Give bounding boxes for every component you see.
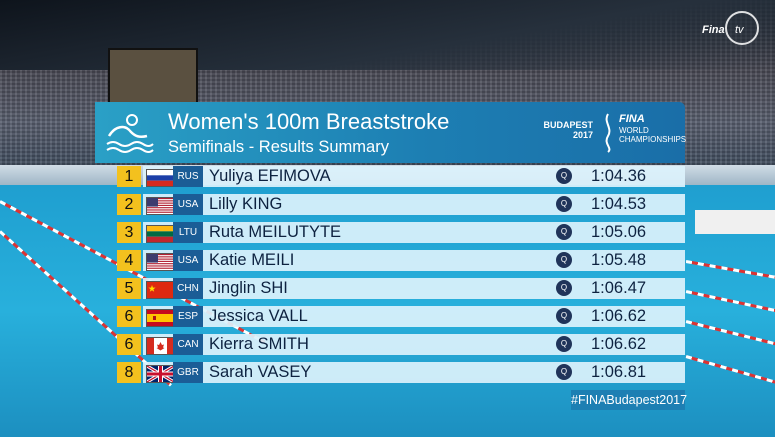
rank-badge: 6	[117, 334, 141, 355]
qualified-badge: Q	[556, 308, 572, 324]
result-time: 1:06.62	[591, 307, 647, 325]
city-line1: BUDAPEST	[543, 120, 593, 130]
result-bar	[143, 334, 685, 355]
country-code: USA	[173, 194, 203, 215]
result-bar	[143, 222, 685, 243]
result-time: 1:06.62	[591, 335, 647, 353]
budapest-logo-text: BUDAPEST 2017	[525, 120, 593, 140]
country-code: RUS	[173, 166, 203, 187]
result-bar	[143, 278, 685, 299]
svg-text:tv: tv	[735, 24, 745, 36]
result-time: 1:04.53	[591, 195, 647, 213]
country-flag-icon	[146, 309, 175, 327]
athlete-name: Lilly KING	[209, 195, 283, 213]
breaststroke-swimmer-icon	[106, 114, 154, 153]
fina-tv-logo: Fina tv	[702, 11, 759, 45]
event-title: Women's 100m Breaststroke	[168, 109, 450, 134]
athlete-name: Yuliya EFIMOVA	[209, 167, 331, 185]
svg-text:Fina: Fina	[702, 24, 725, 36]
fina-brand: FINA	[619, 113, 645, 125]
result-row: 2 USA Lilly KING Q 1:04.53	[95, 194, 685, 215]
result-bar	[143, 194, 685, 215]
hashtag-badge: #FINABudapest2017	[571, 390, 687, 410]
qualified-badge: Q	[556, 336, 572, 352]
country-flag-icon	[146, 197, 175, 215]
result-row: 5 CHN Jinglin SHI Q 1:06.47	[95, 278, 685, 299]
results-header: Women's 100m Breaststroke Semifinals - R…	[95, 102, 686, 163]
qualified-badge: Q	[556, 196, 572, 212]
rank-badge: 6	[117, 306, 141, 327]
rank-badge: 4	[117, 250, 141, 271]
result-bar	[143, 306, 685, 327]
result-time: 1:04.36	[591, 167, 647, 185]
result-row: 3 LTU Ruta MEILUTYTE Q 1:05.06	[95, 222, 685, 243]
rank-badge: 1	[117, 166, 141, 187]
athlete-name: Jessica VALL	[209, 307, 308, 325]
result-row: 8 GBR Sarah VASEY Q 1:06.81	[95, 362, 685, 383]
country-flag-icon	[146, 337, 175, 355]
country-flag-icon	[146, 365, 175, 383]
result-bar	[143, 362, 685, 383]
athlete-name: Sarah VASEY	[209, 363, 312, 381]
fina-emblem-icon	[605, 113, 611, 153]
video-screen	[108, 48, 198, 108]
result-time: 1:05.48	[591, 251, 647, 269]
qualified-badge: Q	[556, 364, 572, 380]
qualified-badge: Q	[556, 168, 572, 184]
sponsor-board	[695, 210, 775, 234]
result-bar	[143, 250, 685, 271]
country-flag-icon	[146, 225, 175, 243]
result-row: 4 USA Katie MEILI Q 1:05.48	[95, 250, 685, 271]
qualified-badge: Q	[556, 252, 572, 268]
result-row: 6 CAN Kierra SMITH Q 1:06.62	[95, 334, 685, 355]
rank-badge: 2	[117, 194, 141, 215]
country-code: CAN	[173, 334, 203, 355]
result-time: 1:06.47	[591, 279, 647, 297]
country-code: LTU	[173, 222, 203, 243]
qualified-badge: Q	[556, 224, 572, 240]
world-championships-text: WORLD CHAMPIONSHIPS	[619, 124, 686, 144]
rank-badge: 5	[117, 278, 141, 299]
result-time: 1:06.81	[591, 363, 647, 381]
athlete-name: Katie MEILI	[209, 251, 295, 269]
athlete-name: Ruta MEILUTYTE	[209, 223, 342, 241]
rank-badge: 8	[117, 362, 141, 383]
country-flag-icon	[146, 169, 175, 187]
city-line2: 2017	[572, 130, 593, 140]
world-line2: CHAMPIONSHIPS	[619, 135, 687, 144]
result-bar	[143, 166, 685, 187]
event-subtitle: Semifinals - Results Summary	[168, 138, 389, 156]
result-row: 6 ESP Jessica VALL Q 1:06.62	[95, 306, 685, 327]
rank-badge: 3	[117, 222, 141, 243]
country-flag-icon	[146, 253, 175, 271]
country-flag-icon	[146, 281, 175, 299]
athlete-name: Kierra SMITH	[209, 335, 309, 353]
country-code: GBR	[173, 362, 203, 383]
athlete-name: Jinglin SHI	[209, 279, 288, 297]
country-code: ESP	[173, 306, 203, 327]
result-time: 1:05.06	[591, 223, 647, 241]
result-row: 1 RUS Yuliya EFIMOVA Q 1:04.36	[95, 166, 685, 187]
qualified-badge: Q	[556, 280, 572, 296]
country-code: USA	[173, 250, 203, 271]
world-line1: WORLD	[619, 126, 649, 135]
country-code: CHN	[173, 278, 203, 299]
